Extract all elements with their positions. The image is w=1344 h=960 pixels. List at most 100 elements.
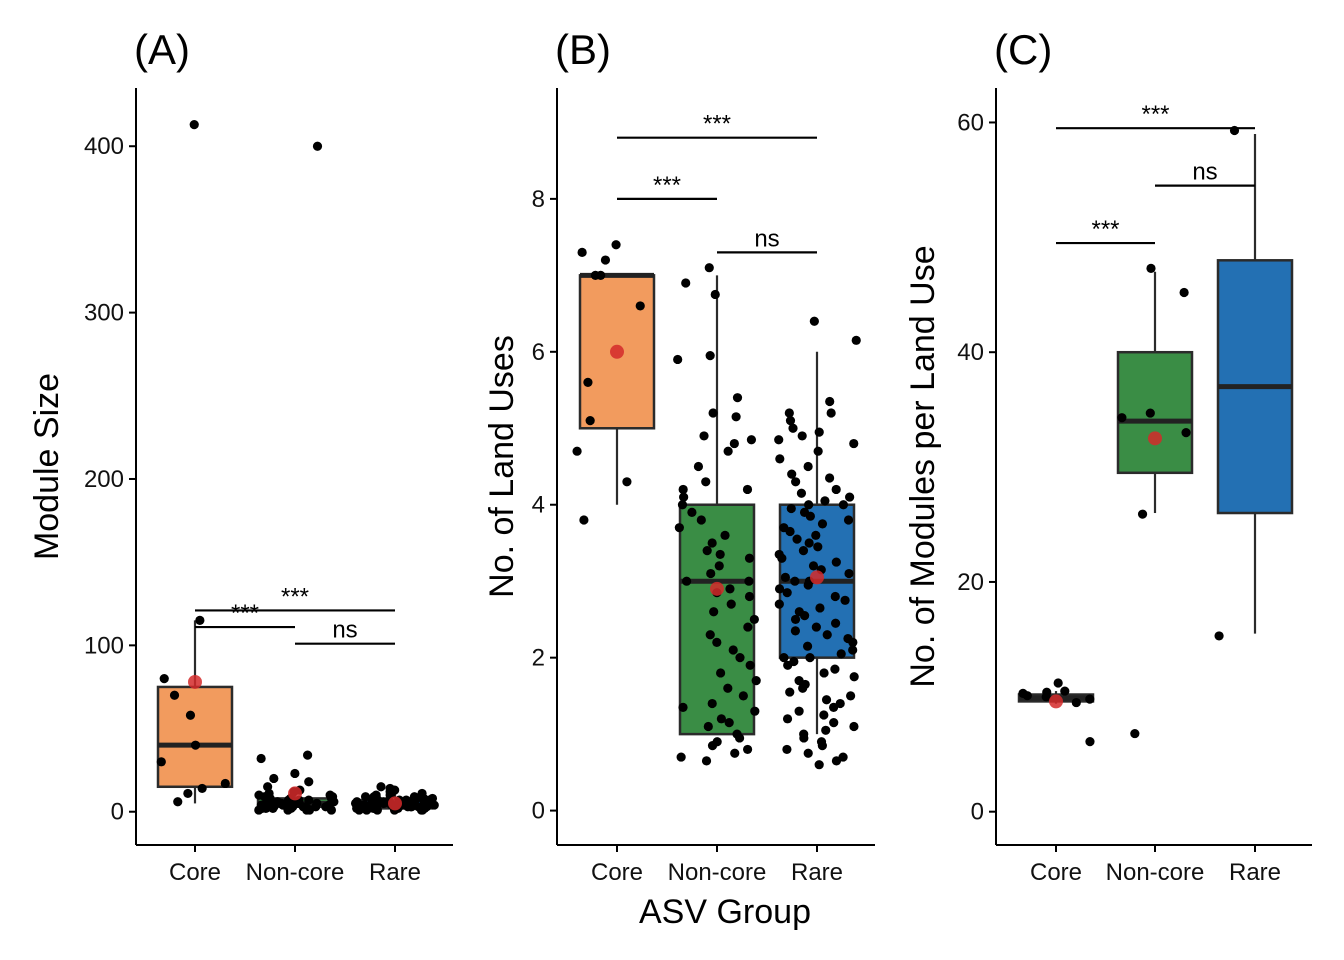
data-point	[678, 484, 688, 495]
data-point	[1085, 694, 1095, 704]
data-point	[815, 603, 825, 613]
data-point	[1130, 728, 1140, 739]
data-point	[803, 580, 813, 590]
data-point	[679, 492, 689, 502]
y-tick-label: 0	[111, 799, 124, 826]
x-tick-label: Non-core	[668, 859, 767, 886]
data-point	[169, 690, 180, 700]
data-point	[682, 576, 692, 586]
data-point	[790, 576, 800, 586]
y-axis-title: Module Size	[28, 373, 66, 560]
data-point	[808, 561, 819, 571]
data-point	[784, 408, 794, 418]
data-point	[744, 553, 755, 563]
data-point	[701, 756, 712, 766]
data-point	[831, 557, 841, 567]
data-point	[805, 511, 815, 521]
significance-label: ns	[332, 617, 357, 644]
data-point	[745, 660, 755, 670]
data-point	[774, 599, 784, 609]
data-point	[848, 637, 858, 647]
data-point	[687, 507, 697, 517]
data-point	[782, 588, 792, 598]
data-point	[729, 438, 739, 449]
data-point	[819, 668, 829, 678]
data-point	[726, 599, 736, 609]
data-point	[814, 760, 824, 770]
data-point	[577, 247, 587, 257]
y-tick-label: 2	[532, 645, 545, 672]
data-point	[190, 740, 201, 750]
data-point	[849, 438, 859, 449]
data-point	[696, 515, 706, 525]
data-point	[734, 733, 745, 743]
data-point	[189, 120, 199, 130]
data-point	[678, 702, 688, 712]
data-point	[1060, 686, 1070, 696]
data-point	[744, 591, 755, 602]
data-point	[596, 270, 606, 280]
data-point	[710, 289, 720, 300]
data-point	[699, 431, 709, 441]
data-point	[830, 591, 840, 602]
data-point	[790, 626, 800, 636]
data-point	[846, 691, 856, 701]
x-tick-label: Core	[169, 859, 221, 886]
data-point	[304, 777, 314, 787]
data-point	[822, 630, 832, 640]
mean-point	[610, 344, 624, 359]
data-point	[302, 805, 312, 815]
data-point	[724, 718, 734, 728]
data-point	[705, 630, 715, 640]
data-point	[730, 748, 740, 758]
data-point	[704, 263, 714, 273]
y-tick-label: 60	[957, 109, 984, 136]
data-point	[379, 798, 389, 809]
data-point	[749, 614, 759, 625]
data-point	[290, 768, 300, 779]
data-point	[326, 805, 337, 815]
data-point	[731, 412, 741, 422]
data-point	[360, 792, 371, 802]
data-point	[635, 301, 645, 311]
data-point	[831, 484, 841, 495]
data-point	[746, 435, 757, 445]
panel-tag: (B)	[555, 26, 611, 73]
data-point	[195, 615, 205, 625]
data-point	[791, 477, 801, 487]
data-point	[712, 637, 722, 647]
panel-b: (B) No. of Land Uses 0 2 4 6 8 Core Non-core Rare…	[483, 26, 875, 886]
data-point	[851, 335, 861, 345]
data-point	[811, 622, 821, 632]
data-point	[709, 607, 719, 617]
data-point	[738, 691, 748, 701]
data-point	[751, 676, 761, 686]
data-point	[743, 622, 753, 632]
data-point	[786, 503, 796, 514]
data-point	[705, 351, 715, 361]
data-point	[848, 645, 858, 655]
data-point	[1085, 737, 1095, 747]
data-point	[304, 795, 314, 805]
y-tick-label: 200	[84, 466, 124, 493]
data-point	[825, 473, 835, 483]
x-tick-label: Rare	[791, 859, 843, 886]
shared-x-axis-title: ASV Group	[639, 893, 811, 931]
data-point	[1071, 697, 1081, 708]
data-point	[283, 805, 293, 815]
data-point	[792, 534, 802, 544]
significance-label: ***	[231, 600, 259, 627]
data-point	[821, 695, 832, 705]
data-point	[814, 427, 824, 437]
data-point	[1041, 692, 1051, 702]
significance-label: ns	[754, 225, 779, 252]
data-point	[742, 484, 753, 495]
x-tick-label: Core	[1030, 859, 1082, 886]
data-point	[159, 674, 169, 684]
data-point	[677, 500, 688, 510]
data-point	[583, 377, 593, 387]
y-tick-label: 20	[957, 569, 984, 596]
data-point	[811, 530, 821, 540]
data-point	[1181, 428, 1191, 438]
